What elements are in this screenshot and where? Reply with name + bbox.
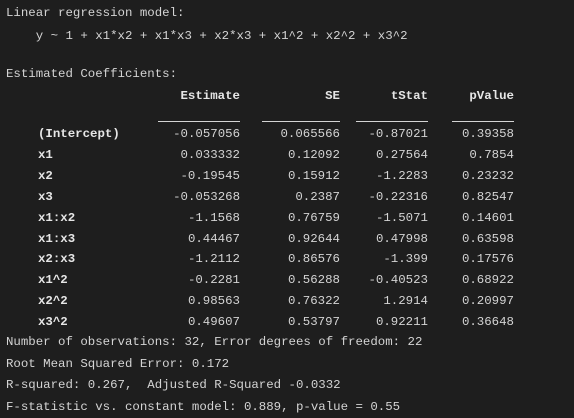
coefficient-tstat: -0.87021 xyxy=(368,127,429,141)
coefficient-estimate: 0.98563 xyxy=(187,294,240,309)
coefficient-estimate: -0.053268 xyxy=(173,189,240,204)
column-header: pValue xyxy=(469,89,514,103)
coefficient-name: x3 xyxy=(38,189,53,204)
coefficient-pvalue: 0.39358 xyxy=(461,127,514,141)
model-header: Linear regression model: xyxy=(6,6,185,20)
stats-rmse: Root Mean Squared Error: 0.172 xyxy=(6,357,230,371)
coefficient-pvalue: 0.14601 xyxy=(461,210,514,225)
coefficient-tstat: -0.22316 xyxy=(368,189,429,204)
coefficient-estimate: -0.2281 xyxy=(187,273,240,288)
coefficient-estimate: -1.2112 xyxy=(187,252,240,267)
coefficient-estimate: -0.19545 xyxy=(180,168,241,183)
column-header: tStat xyxy=(390,89,428,103)
coefficient-tstat: 0.47998 xyxy=(375,231,428,246)
coefficient-tstat: 0.27564 xyxy=(375,147,428,162)
model-formula: y ~ 1 + x1*x2 + x1*x3 + x2*x3 + x1^2 + x… xyxy=(6,29,408,43)
coefficient-se: 0.2387 xyxy=(295,189,340,204)
coefficient-tstat: -1.5071 xyxy=(375,210,428,225)
coefficient-pvalue: 0.36648 xyxy=(461,315,514,330)
coefficient-se: 0.76322 xyxy=(287,294,340,309)
column-underline xyxy=(158,121,240,122)
coefficient-name: x1^2 xyxy=(38,273,68,288)
coefficient-se: 0.065566 xyxy=(280,127,341,141)
column-underline xyxy=(356,121,428,122)
coefficient-se: 0.86576 xyxy=(287,252,340,267)
stats-observations: Number of observations: 32, Error degree… xyxy=(6,335,423,349)
column-header: SE xyxy=(325,89,340,103)
coefficient-pvalue: 0.17576 xyxy=(461,252,514,267)
coefficient-pvalue: 0.23232 xyxy=(461,168,514,183)
coefficient-tstat: -1.399 xyxy=(383,252,428,267)
column-header: Estimate xyxy=(180,89,241,103)
coefficient-tstat: -1.2283 xyxy=(375,168,428,183)
coefficient-se: 0.92644 xyxy=(287,231,340,246)
stats-rsquared: R-squared: 0.267, Adjusted R-Squared -0.… xyxy=(6,378,341,392)
coefficient-pvalue: 0.7854 xyxy=(469,147,514,162)
coefficient-pvalue: 0.68922 xyxy=(461,273,514,288)
coefficient-estimate: -0.057056 xyxy=(173,127,240,141)
coefficient-name: x1:x3 xyxy=(38,231,76,246)
column-underline xyxy=(262,121,340,122)
coefficient-name: x2:x3 xyxy=(38,252,76,267)
clipped-output-line: model xyxy=(6,0,43,7)
coefficient-name: x1 xyxy=(38,147,53,162)
coefficient-se: 0.15912 xyxy=(287,168,340,183)
coefficient-pvalue: 0.20997 xyxy=(461,294,514,309)
coefficient-tstat: 0.92211 xyxy=(375,315,428,330)
coefficient-name: x2 xyxy=(38,168,53,183)
stats-fstatistic: F-statistic vs. constant model: 0.889, p… xyxy=(6,400,401,414)
coefficient-se: 0.12092 xyxy=(287,147,340,162)
coefficient-estimate: -1.1568 xyxy=(187,210,240,225)
coefficients-header: Estimated Coefficients: xyxy=(6,67,178,81)
coefficient-se: 0.76759 xyxy=(287,210,340,225)
coefficient-name: x2^2 xyxy=(38,294,68,309)
coefficient-name: (Intercept) xyxy=(38,127,120,141)
coefficient-se: 0.53797 xyxy=(287,315,340,330)
coefficient-estimate: 0.49607 xyxy=(187,315,240,330)
coefficient-tstat: -0.40523 xyxy=(368,273,429,288)
coefficient-pvalue: 0.63598 xyxy=(461,231,514,246)
column-underline xyxy=(452,121,514,122)
coefficient-se: 0.56288 xyxy=(287,273,340,288)
coefficient-name: x1:x2 xyxy=(38,210,76,225)
coefficient-name: x3^2 xyxy=(38,315,68,330)
coefficient-pvalue: 0.82547 xyxy=(461,189,514,204)
coefficient-estimate: 0.033332 xyxy=(180,147,241,162)
coefficient-tstat: 1.2914 xyxy=(383,294,428,309)
coefficient-estimate: 0.44467 xyxy=(187,231,240,246)
